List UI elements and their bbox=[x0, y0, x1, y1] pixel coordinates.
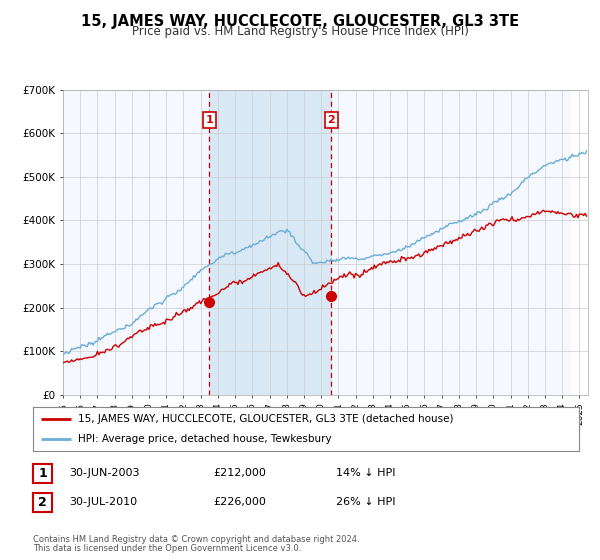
Text: 15, JAMES WAY, HUCCLECOTE, GLOUCESTER, GL3 3TE: 15, JAMES WAY, HUCCLECOTE, GLOUCESTER, G… bbox=[81, 14, 519, 29]
Bar bbox=[209, 90, 331, 395]
Text: 14% ↓ HPI: 14% ↓ HPI bbox=[336, 468, 395, 478]
Text: Price paid vs. HM Land Registry's House Price Index (HPI): Price paid vs. HM Land Registry's House … bbox=[131, 25, 469, 38]
Text: 2: 2 bbox=[38, 496, 47, 510]
Text: £226,000: £226,000 bbox=[213, 497, 266, 507]
Text: 30-JUN-2003: 30-JUN-2003 bbox=[69, 468, 139, 478]
Text: 1: 1 bbox=[38, 467, 47, 480]
Text: 15, JAMES WAY, HUCCLECOTE, GLOUCESTER, GL3 3TE (detached house): 15, JAMES WAY, HUCCLECOTE, GLOUCESTER, G… bbox=[78, 414, 453, 424]
Text: Contains HM Land Registry data © Crown copyright and database right 2024.: Contains HM Land Registry data © Crown c… bbox=[33, 535, 359, 544]
Text: This data is licensed under the Open Government Licence v3.0.: This data is licensed under the Open Gov… bbox=[33, 544, 301, 553]
Bar bbox=[571, 90, 596, 395]
Text: HPI: Average price, detached house, Tewkesbury: HPI: Average price, detached house, Tewk… bbox=[78, 434, 331, 444]
Text: 26% ↓ HPI: 26% ↓ HPI bbox=[336, 497, 395, 507]
Text: 30-JUL-2010: 30-JUL-2010 bbox=[69, 497, 137, 507]
Bar bbox=[571, 90, 596, 395]
Text: £212,000: £212,000 bbox=[213, 468, 266, 478]
Text: 2: 2 bbox=[328, 115, 335, 125]
Text: 1: 1 bbox=[205, 115, 213, 125]
